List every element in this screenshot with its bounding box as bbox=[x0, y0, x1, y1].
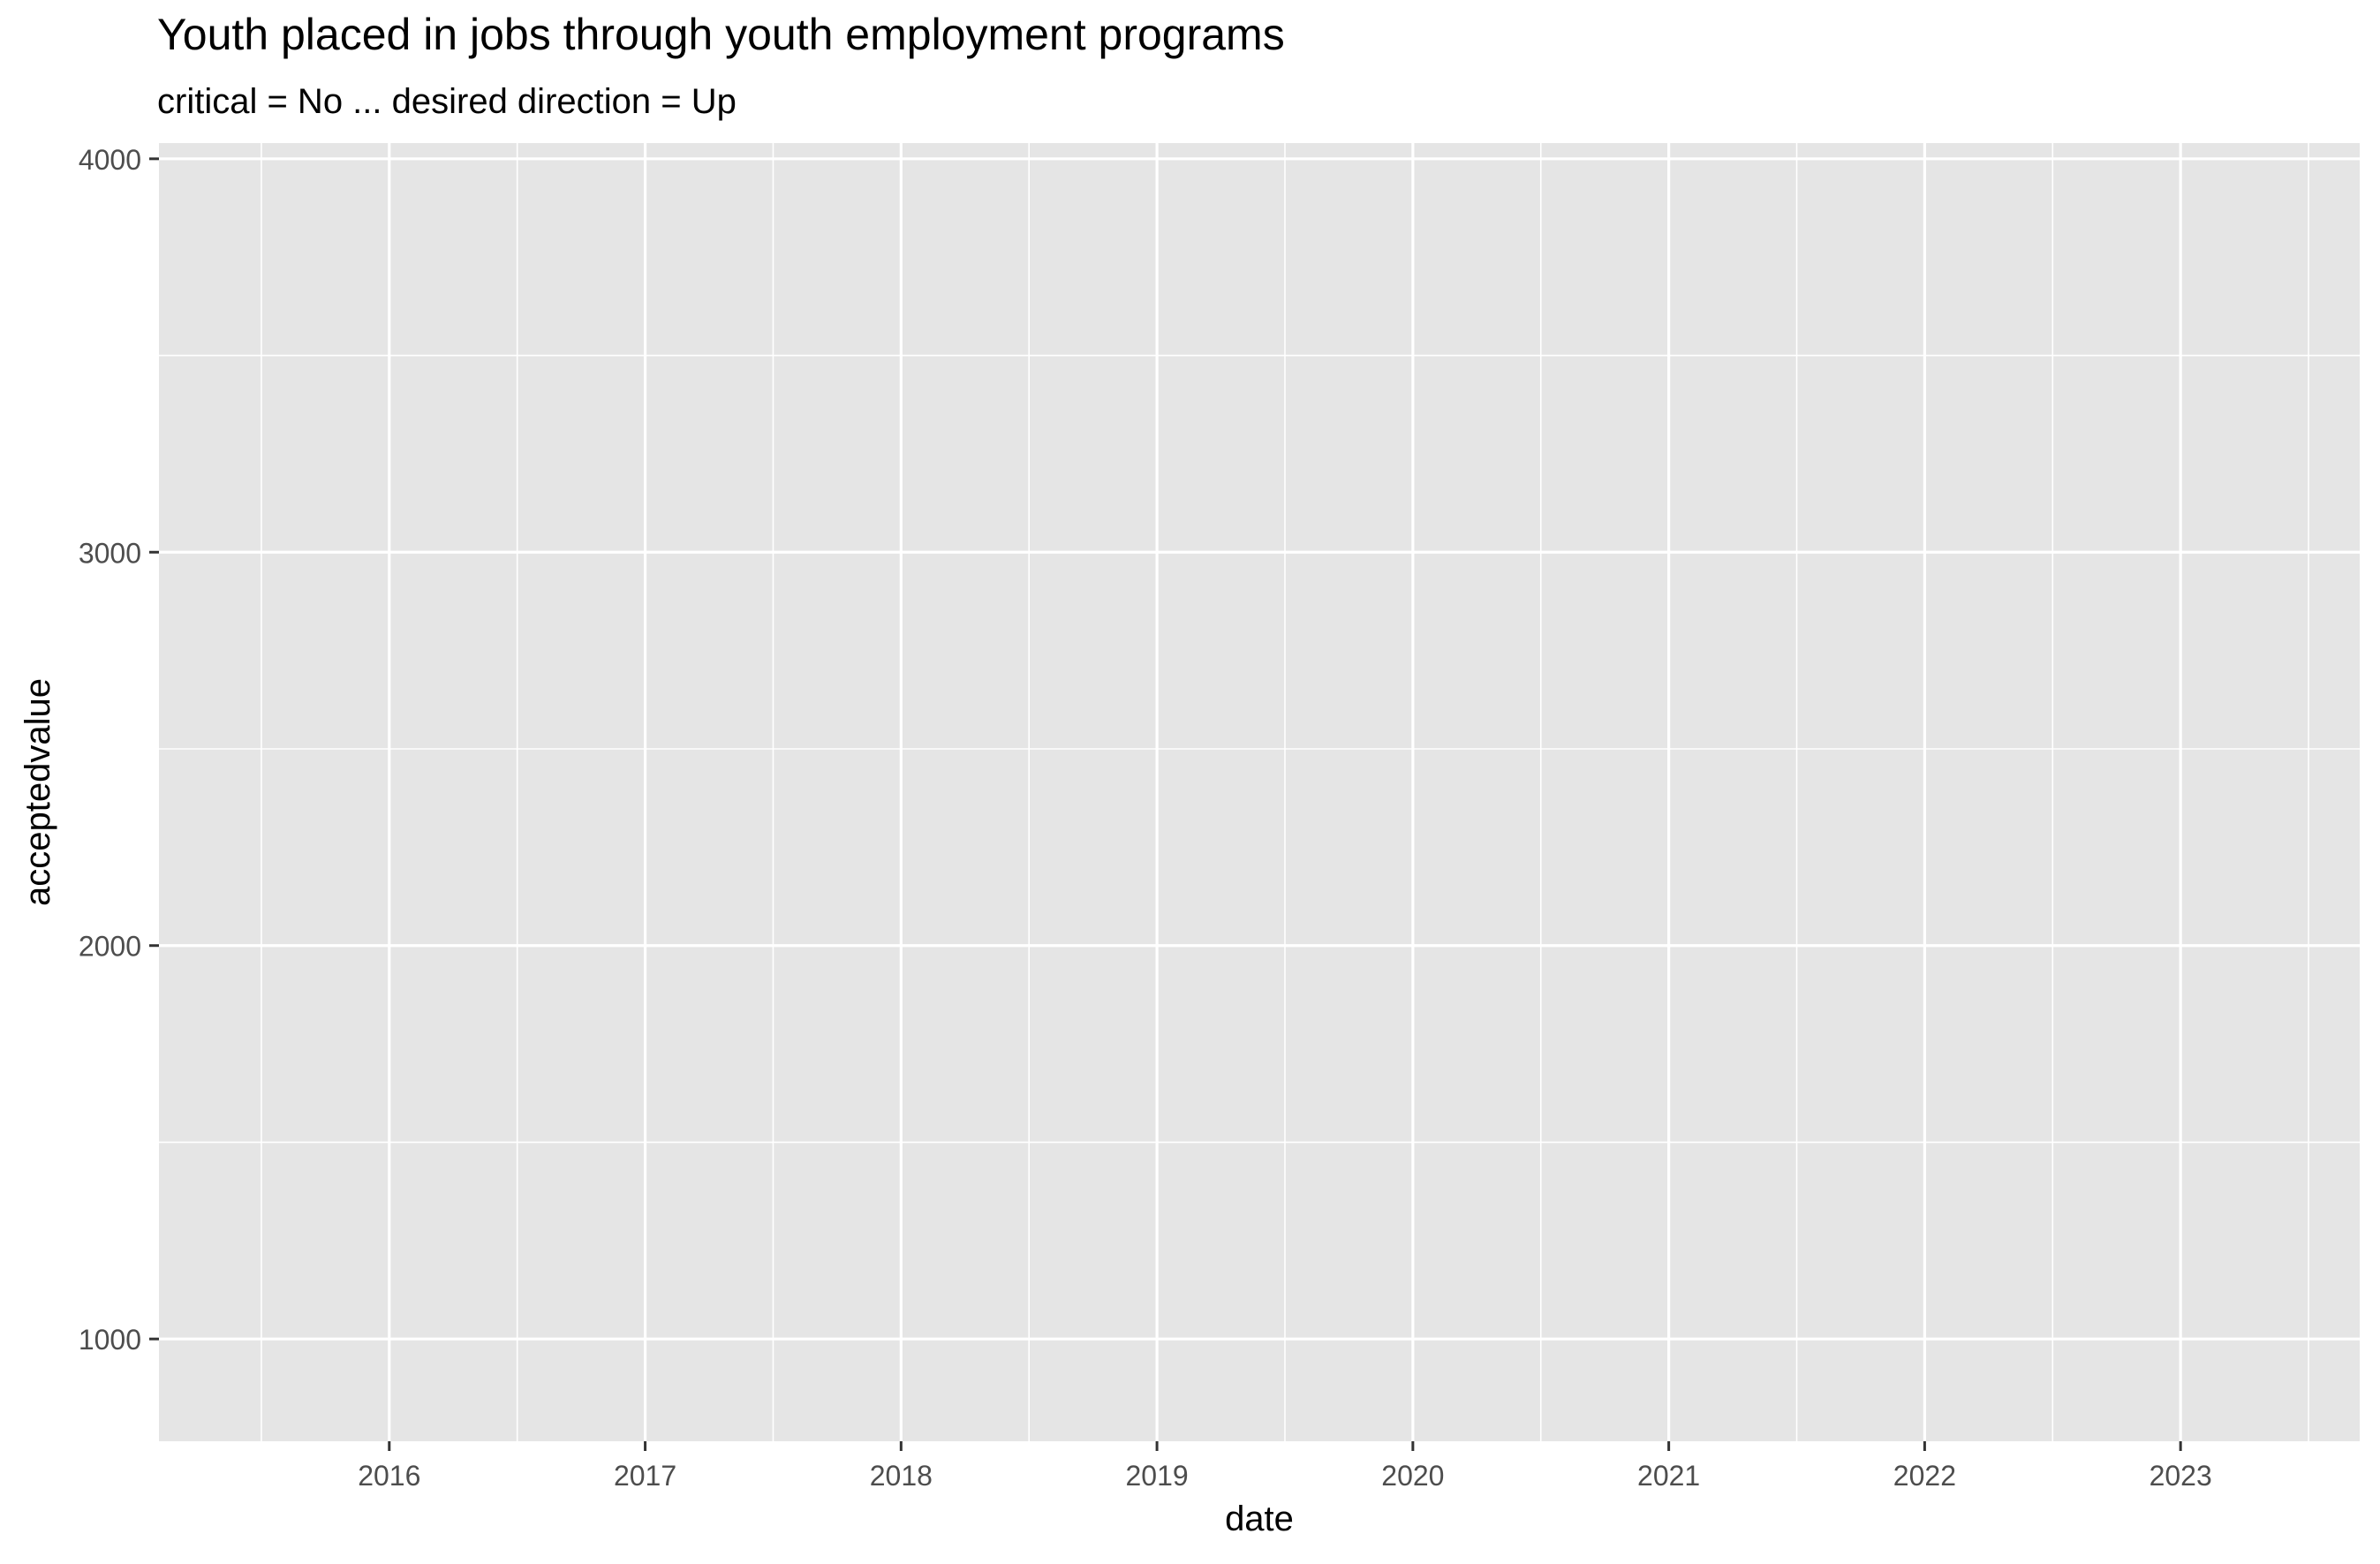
x-tick-label: 2018 bbox=[870, 1460, 933, 1492]
x-tick-label: 2016 bbox=[358, 1460, 420, 1492]
major-grid bbox=[159, 143, 2360, 1441]
x-tick-label: 2020 bbox=[1381, 1460, 1444, 1492]
y-tick-label: 2000 bbox=[79, 931, 141, 963]
y-tick-label: 3000 bbox=[79, 537, 141, 569]
x-axis-label: date bbox=[1225, 1500, 1294, 1538]
y-axis-label: acceptedvalue bbox=[19, 678, 57, 906]
y-axis: 1000 2000 3000 4000 bbox=[79, 144, 159, 1356]
chart-subtitle: critical = No ... desired direction = Up bbox=[157, 82, 737, 121]
y-tick-label: 4000 bbox=[79, 144, 141, 176]
x-axis: 2016 2017 2018 2019 2020 2021 2022 2023 bbox=[358, 1441, 2212, 1492]
chart-title: Youth placed in jobs through youth emplo… bbox=[157, 10, 1285, 59]
plot-panel bbox=[159, 143, 2360, 1441]
x-tick-label: 2019 bbox=[1125, 1460, 1188, 1492]
minor-grid bbox=[159, 143, 2360, 1441]
x-tick-label: 2022 bbox=[1893, 1460, 1956, 1492]
y-tick-label: 1000 bbox=[79, 1324, 141, 1356]
x-tick-label: 2023 bbox=[2150, 1460, 2212, 1492]
x-tick-label: 2021 bbox=[1637, 1460, 1700, 1492]
x-tick-label: 2017 bbox=[614, 1460, 676, 1492]
